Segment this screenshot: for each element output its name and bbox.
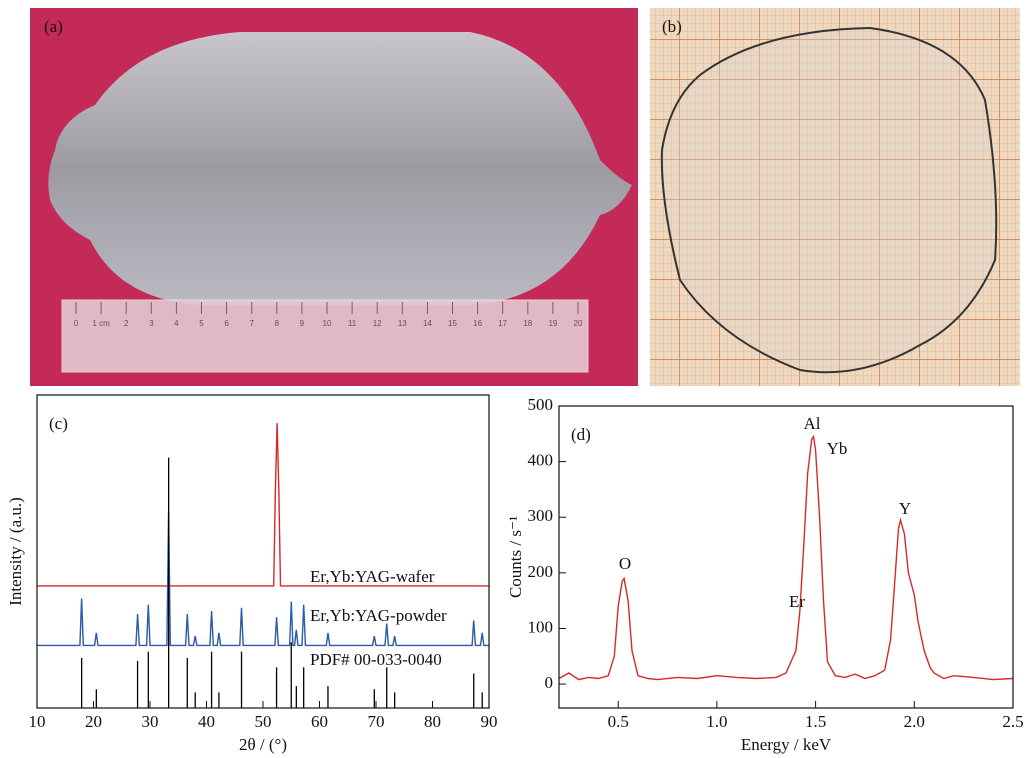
y-tick-label: 0 (545, 673, 554, 692)
y-tick-label: 200 (528, 562, 554, 581)
x-tick-label: 30 (142, 712, 159, 731)
panel-label: (d) (571, 425, 591, 444)
ruler-label: 5 (199, 319, 204, 328)
ruler-label: 6 (224, 319, 229, 328)
x-tick-label: 0.5 (608, 712, 629, 731)
y-tick-label: 500 (528, 395, 554, 414)
ruler-label: 12 (373, 319, 382, 328)
photo-b: (b) (650, 8, 1020, 386)
annotation: Y (899, 499, 911, 518)
annotation: Yb (827, 439, 848, 458)
panel-label: (c) (49, 414, 68, 433)
ruler-label: 13 (398, 319, 407, 328)
x-tick-label: 60 (311, 712, 328, 731)
x-tick-label: 40 (198, 712, 215, 731)
figure: 01 cm234567891011121314151617181920 (a) … (0, 0, 1031, 758)
data-line (37, 423, 489, 586)
x-axis-label: 2θ / (°) (239, 735, 287, 754)
y-tick-label: 100 (528, 617, 554, 636)
ruler-label: 19 (548, 319, 557, 328)
x-axis-label: Energy / keV (741, 735, 832, 754)
annotation: O (619, 554, 631, 573)
x-tick-label: 1.5 (805, 712, 826, 731)
ruler-label: 10 (323, 319, 332, 328)
x-tick-label: 1.0 (706, 712, 727, 731)
ruler-label: 17 (498, 319, 507, 328)
annotation: Er (789, 592, 805, 611)
x-tick-label: 20 (85, 712, 102, 731)
annotation: Al (804, 414, 821, 433)
panel-label: (a) (44, 17, 63, 36)
y-tick-label: 400 (528, 451, 554, 470)
x-tick-label: 10 (29, 712, 46, 731)
x-tick-label: 80 (424, 712, 441, 731)
ruler-label: 15 (448, 319, 457, 328)
ruler-label: 3 (149, 319, 154, 328)
series-label: PDF# 00-033-0040 (310, 650, 442, 669)
series-label: Er,Yb:YAG-powder (310, 606, 447, 625)
ruler-label: 18 (523, 319, 532, 328)
x-tick-label: 2.5 (1002, 712, 1023, 731)
panel-label: (b) (662, 17, 682, 36)
x-tick-label: 90 (481, 712, 498, 731)
ruler-label: 14 (423, 319, 432, 328)
ruler-label: 4 (174, 319, 179, 328)
ruler-label: 11 (348, 319, 357, 328)
x-tick-label: 70 (368, 712, 385, 731)
series-label: Er,Yb:YAG-wafer (310, 567, 435, 586)
ruler-label: 2 (124, 319, 129, 328)
y-axis-label: Intensity / (a.u.) (6, 497, 25, 606)
ruler-label: 16 (473, 319, 482, 328)
x-tick-label: 2.0 (904, 712, 925, 731)
x-tick-label: 50 (255, 712, 272, 731)
ruler-label: 7 (249, 319, 254, 328)
ruler-label: 9 (300, 319, 305, 328)
photo-a: 0 1 cm 2 3 4 5 6 7 8 9 10 11 12 13 14 15 16 17 18 19 20 (a) (30, 8, 638, 386)
ruler-label: 1 cm (92, 319, 110, 328)
ruler-label: 8 (275, 319, 280, 328)
ruler-label: 20 (574, 319, 583, 328)
ruler-label: 0 (74, 319, 79, 328)
y-tick-label: 300 (528, 506, 554, 525)
y-axis-label: Counts / s⁻¹ (506, 516, 525, 598)
